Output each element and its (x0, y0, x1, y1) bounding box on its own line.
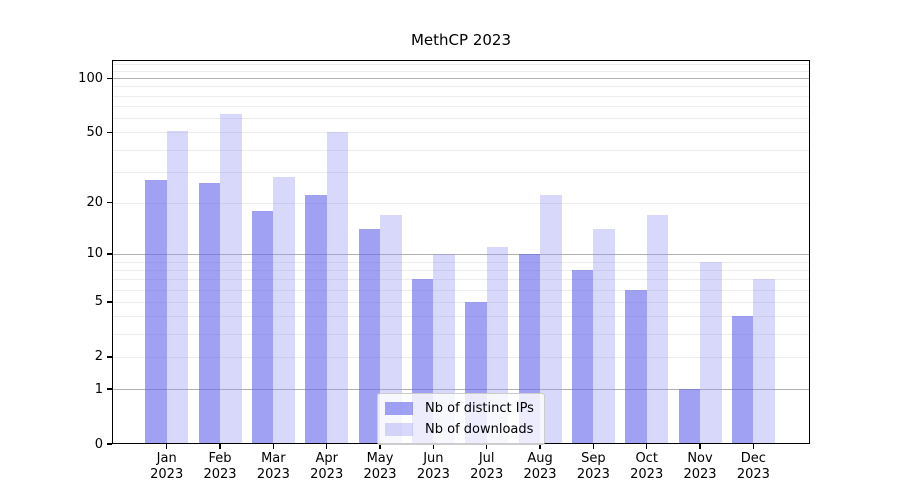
gridline (112, 63, 810, 65)
gridlines-layer (112, 60, 810, 444)
legend-label-distinct-ips: Nb of distinct IPs (425, 401, 534, 416)
y-tick-label: 100 (78, 70, 103, 86)
gridline (112, 118, 810, 120)
gridline (112, 132, 810, 134)
x-tick-mark (432, 444, 434, 449)
gridline (112, 86, 810, 88)
x-tick-label: Jan 2023 (150, 451, 184, 482)
y-tick-mark (107, 443, 112, 445)
y-tick-label: 2 (94, 349, 103, 365)
bar-distinct-ips-jan (145, 179, 167, 444)
gridline (112, 78, 810, 80)
gridline (112, 334, 810, 336)
bar-downloads-jan (166, 130, 189, 444)
x-tick-label: Nov 2023 (683, 451, 717, 482)
gridline (112, 279, 810, 281)
gridline (112, 253, 810, 255)
bar-distinct-ips-mar (251, 210, 274, 444)
gridline (112, 149, 810, 151)
y-tick-mark (107, 253, 112, 255)
y-tick-mark (107, 131, 112, 133)
bar-downloads-apr (326, 132, 349, 444)
x-tick-mark (752, 444, 754, 449)
gridline (112, 356, 810, 358)
y-tick-mark (107, 77, 112, 79)
y-tick-mark (107, 388, 112, 390)
bar-distinct-ips-nov (678, 389, 701, 444)
x-tick-mark (326, 444, 328, 449)
y-tick-label: 5 (94, 294, 103, 310)
plot-area: Nb of distinct IPs Nb of downloads (112, 60, 810, 445)
x-tick-label: Feb 2023 (203, 451, 237, 482)
y-tick-label: 50 (86, 124, 103, 140)
x-tick-mark (699, 444, 701, 449)
x-tick-mark (646, 444, 648, 449)
legend: Nb of distinct IPs Nb of downloads (377, 393, 545, 445)
x-tick-label: May 2023 (363, 451, 397, 482)
bar-downloads-aug (540, 195, 562, 444)
gridline (112, 389, 810, 391)
x-tick-label: Apr 2023 (310, 451, 344, 482)
x-tick-mark (219, 444, 221, 449)
x-tick-mark (379, 444, 381, 449)
gridline (112, 171, 810, 173)
x-tick-mark (486, 444, 488, 449)
legend-swatch-distinct-ips-icon (385, 402, 413, 415)
x-tick-mark (166, 444, 168, 449)
gridline (112, 289, 810, 291)
bar-distinct-ips-dec (731, 316, 754, 444)
legend-item-downloads: Nb of downloads (385, 422, 534, 437)
y-tick-mark (107, 301, 112, 303)
bar-downloads-sep (593, 229, 615, 444)
x-tick-label: Dec 2023 (736, 451, 770, 482)
gridline (112, 95, 810, 97)
x-tick-label: Jul 2023 (470, 451, 504, 482)
y-tick-mark (107, 356, 112, 358)
legend-swatch-downloads-icon (385, 423, 413, 436)
bar-distinct-ips-oct (625, 289, 647, 444)
bars-layer (112, 60, 810, 444)
y-tick-label: 0 (94, 436, 103, 452)
bar-downloads-nov (700, 261, 722, 444)
gridline (112, 106, 810, 108)
gridline (112, 301, 810, 303)
bar-distinct-ips-apr (305, 195, 327, 444)
gridline (112, 269, 810, 271)
bar-downloads-feb (220, 114, 242, 444)
legend-item-distinct-ips: Nb of distinct IPs (385, 401, 534, 416)
gridline (112, 70, 810, 72)
bar-downloads-dec (753, 279, 775, 444)
y-tick-label: 10 (86, 246, 103, 262)
bar-downloads-oct (646, 214, 669, 444)
x-tick-label: Mar 2023 (256, 451, 290, 482)
gridline (112, 316, 810, 318)
gridline (112, 202, 810, 204)
gridline (112, 261, 810, 263)
y-tick-mark (107, 202, 112, 204)
x-tick-mark (539, 444, 541, 449)
x-tick-label: Sep 2023 (576, 451, 610, 482)
chart-title: MethCP 2023 (410, 31, 512, 49)
plot-frame (112, 60, 810, 444)
y-tick-label: 20 (86, 195, 103, 211)
x-tick-label: Jun 2023 (416, 451, 450, 482)
x-tick-label: Oct 2023 (630, 451, 664, 482)
bar-distinct-ips-sep (571, 269, 594, 444)
x-tick-mark (592, 444, 594, 449)
legend-label-downloads: Nb of downloads (425, 422, 534, 437)
y-tick-label: 1 (94, 381, 103, 397)
x-tick-label: Aug 2023 (523, 451, 557, 482)
bar-distinct-ips-may (358, 229, 381, 444)
bar-downloads-mar (273, 177, 295, 444)
x-tick-mark (272, 444, 274, 449)
bar-downloads-may (380, 214, 402, 444)
bar-distinct-ips-feb (198, 182, 221, 444)
